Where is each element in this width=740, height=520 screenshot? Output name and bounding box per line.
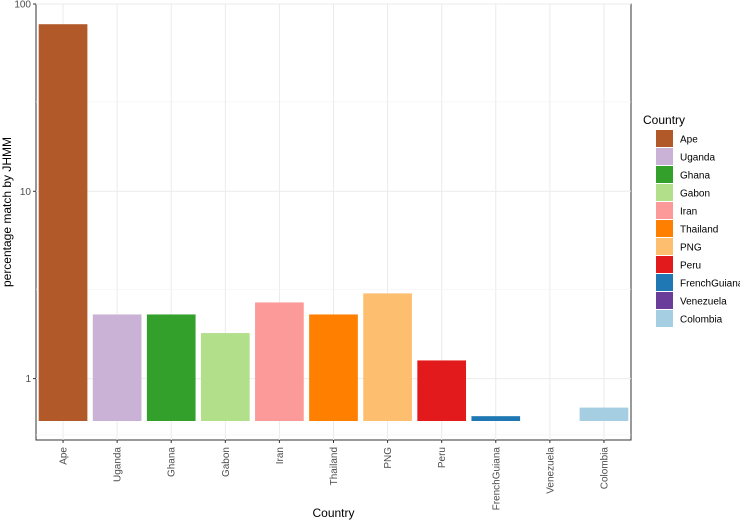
legend-label: Gabon xyxy=(680,189,710,200)
legend-label: FrenchGuiana xyxy=(680,279,740,290)
bar-uganda xyxy=(92,314,142,421)
legend-label: Iran xyxy=(680,207,697,218)
y-tick-label: 1 xyxy=(25,374,31,385)
x-tick-label: Uganda xyxy=(113,447,124,482)
legend-swatch xyxy=(656,166,673,183)
x-tick-label: Ghana xyxy=(167,447,178,477)
legend-swatch xyxy=(656,202,673,219)
legend-swatch xyxy=(656,130,673,147)
legend-label: Venezuela xyxy=(680,297,727,308)
x-tick-label: Colombia xyxy=(599,447,610,490)
legend-label: Ghana xyxy=(680,171,710,182)
x-axis: Ape Uganda Ghana Gabon Iran Thailand PNG Peru Fr… xyxy=(59,440,610,511)
x-tick-label: Iran xyxy=(275,447,286,464)
legend-swatch xyxy=(656,184,673,201)
bar-png xyxy=(363,293,412,421)
x-tick-label: Gabon xyxy=(221,447,232,477)
legend-label: Thailand xyxy=(680,225,718,236)
x-tick-label: Peru xyxy=(437,447,448,468)
y-tick-label: 100 xyxy=(14,0,31,11)
y-axis-title: percentage match by JHMM xyxy=(0,137,14,287)
legend-swatch xyxy=(656,292,673,309)
x-tick-label: Ape xyxy=(59,447,70,465)
x-tick-label: Thailand xyxy=(329,447,340,485)
bars-group xyxy=(38,24,629,422)
legend-swatch xyxy=(656,238,673,255)
bar-gabon xyxy=(200,333,250,421)
legend: Country Ape Uganda Ghana Gabon Iran Thailand P… xyxy=(643,113,740,327)
x-tick-label: FrenchGuiana xyxy=(491,447,502,511)
x-tick-label: Venezuela xyxy=(545,447,556,494)
legend-swatch xyxy=(656,220,673,237)
legend-label: Ape xyxy=(680,135,698,146)
legend-label: PNG xyxy=(680,243,702,254)
legend-swatch xyxy=(656,310,673,327)
bar-iran xyxy=(255,302,304,421)
x-tick-label: PNG xyxy=(383,447,394,469)
bar-frenchguiana xyxy=(471,416,521,421)
bar-peru xyxy=(417,360,467,421)
legend-label: Uganda xyxy=(680,153,715,164)
y-tick-label: 10 xyxy=(20,187,32,198)
y-axis: 1 10 100 xyxy=(14,0,36,385)
bar-ape xyxy=(38,24,88,422)
legend-label: Peru xyxy=(680,261,701,272)
bar-colombia xyxy=(579,407,629,421)
legend-swatch xyxy=(656,256,673,273)
legend-swatch xyxy=(656,148,673,165)
x-axis-title: Country xyxy=(312,506,354,520)
legend-swatch xyxy=(656,274,673,291)
legend-label: Colombia xyxy=(680,315,723,326)
legend-title: Country xyxy=(643,113,685,127)
bar-ghana xyxy=(146,314,196,421)
bar-thailand xyxy=(309,314,358,421)
